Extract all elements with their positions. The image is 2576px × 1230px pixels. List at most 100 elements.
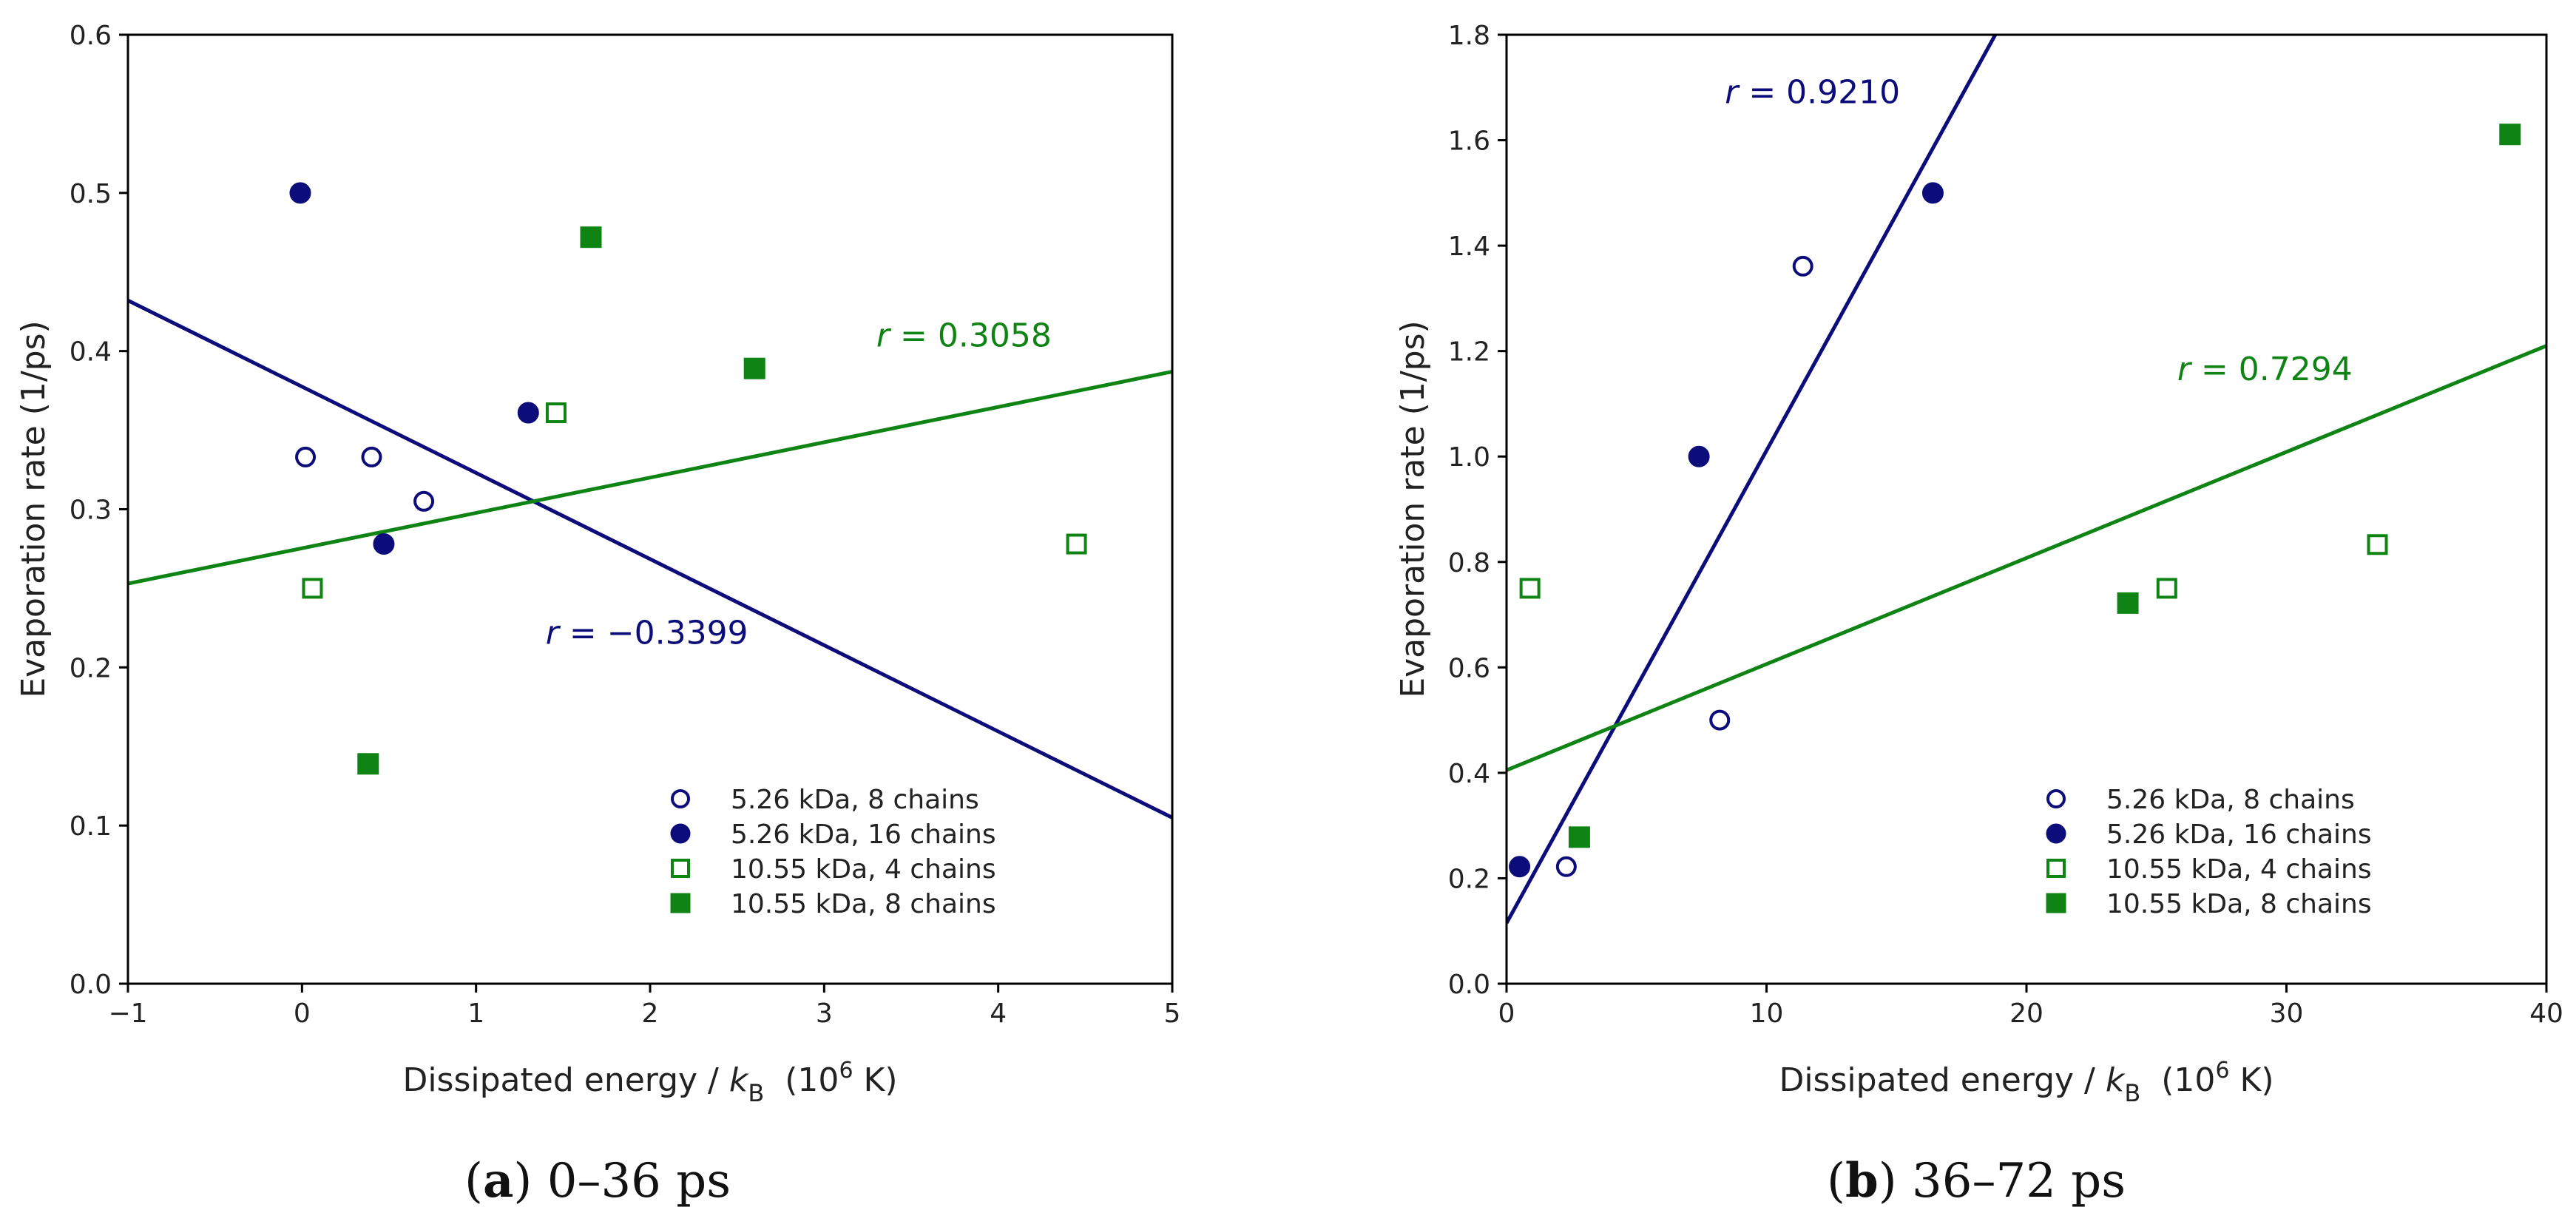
panel-a-caption-close: )	[513, 1154, 547, 1209]
panel-a-marker-s1-p1	[373, 533, 395, 555]
panel-a-x-axis-label-superscript: 6	[839, 1058, 853, 1084]
panel-a-marker-s3-p2	[743, 357, 765, 379]
panel-b-xtick-label-4: 40	[2529, 998, 2563, 1029]
panel-a-xtick-label-0: −1	[108, 998, 147, 1029]
panel-a-marker-s2-p2	[1066, 533, 1087, 555]
panel-a-xtick-label-5: 4	[990, 998, 1007, 1029]
panel-a-legend-label-1: 5.26 kDa, 16 chains	[731, 820, 996, 850]
panel-b-marker-s1-p1	[1688, 445, 1710, 467]
panel-a-fit-label-0: r = −0.3399	[546, 614, 748, 652]
panel-a-marker-s0-p1	[361, 446, 382, 467]
panel-a-marker-s1-p0	[289, 182, 311, 204]
panel-a-marker-s2-p1	[545, 402, 567, 424]
panel-b-x-axis-label: Dissipated energy / kB (106 K)	[1779, 1058, 2274, 1107]
panel-b-ytick-label-6: 1.2	[1448, 337, 1490, 368]
panel-b-legend-label-0: 5.26 kDa, 8 chains	[2106, 785, 2355, 815]
panel-a-x-axis-label-unit-end: K)	[853, 1061, 898, 1099]
panel-b-legend-label-2: 10.55 kDa, 4 chains	[2106, 854, 2372, 885]
panel-a-fit-label-value-1: = 0.3058	[890, 317, 1052, 354]
panel-a-xtick-label-2: 1	[467, 998, 484, 1029]
panel-a-xtick-label-1: 0	[294, 998, 311, 1029]
panel-a-marker-s3-p0	[357, 753, 379, 775]
panel-b-marker-s2-p0	[1519, 578, 1541, 599]
panel-a-x-axis-label-main: Dissipated energy /	[402, 1061, 728, 1099]
panel-b-fit-line-0	[1507, 35, 1998, 925]
panel-b-fit-label-0: r = 0.9210	[1725, 74, 1900, 112]
panel-a-fit-label-r-1: r	[876, 317, 892, 354]
panel-b-caption: (b) 36–72 ps	[1827, 1153, 2126, 1209]
panel-b-ytick-label-5: 1.0	[1448, 442, 1490, 473]
panel-b-marker-s1-p0	[1509, 856, 1531, 878]
panel-a-legend-label-2: 10.55 kDa, 4 chains	[731, 854, 996, 885]
panel-b-plot-frame	[1505, 33, 2548, 985]
panel-b-fit-label-value-0: = 0.9210	[1738, 74, 1900, 112]
panel-b-legend-label-3: 10.55 kDa, 8 chains	[2106, 889, 2372, 919]
panel-a-caption-letter: a	[483, 1153, 513, 1209]
panel-b-marker-s2-p2	[2367, 534, 2388, 555]
panel-b-x-axis-label-symbol: k	[2106, 1061, 2126, 1099]
panel-b-ytick-label-8: 1.6	[1448, 126, 1490, 157]
panel-b-fit-label-1: r = 0.7294	[2177, 351, 2353, 388]
panel-a-xtick-label-4: 3	[816, 998, 833, 1029]
panel-a-plot-frame	[126, 33, 1174, 985]
panel-b-ytick-label-2: 0.4	[1448, 759, 1490, 789]
panel-a-x-axis-label-symbol: k	[729, 1061, 749, 1099]
panel-b-xtick-label-2: 20	[2009, 998, 2043, 1029]
panel-a-fit-line-0	[128, 298, 1172, 820]
panel-a-ytick-label-0: 0.0	[70, 970, 112, 1000]
panel-b-x-axis-label-subscript: B	[2124, 1079, 2140, 1107]
panel-a-x-axis-label: Dissipated energy / kB (106 K)	[402, 1058, 897, 1107]
panel-a-marker-s3-p1	[580, 226, 602, 249]
panel-a-fit-label-value-0: = −0.3399	[559, 614, 748, 652]
panel-b-caption-text: 36–72 ps	[1912, 1154, 2126, 1209]
panel-b-xtick-label-0: 0	[1498, 998, 1515, 1029]
panel-a-legend-marker-2	[671, 859, 690, 878]
panel-b-marker-s3-p2	[2499, 124, 2521, 146]
panel-a-marker-s2-p0	[302, 578, 323, 599]
panel-a-ytick-label-4: 0.4	[70, 337, 112, 368]
panel-b-ytick-label-4: 0.8	[1448, 548, 1490, 578]
panel-b-caption-open: (	[1827, 1154, 1845, 1209]
panel-b-caption-letter: b	[1845, 1153, 1879, 1209]
panel-a-marker-s0-p0	[295, 446, 317, 467]
panel-b-legend-marker-1	[2046, 823, 2066, 844]
panel-a-marker-s1-p2	[517, 402, 539, 424]
panel-b-fit-label-r-1: r	[2177, 351, 2193, 388]
panel-a-ytick-label-5: 0.5	[70, 179, 112, 209]
panel-b-legend-marker-0	[2046, 789, 2066, 808]
panel-b-marker-s0-p1	[1709, 709, 1731, 731]
panel-b-xtick-label-1: 10	[1750, 998, 1784, 1029]
panel-a-marker-s0-p2	[413, 490, 435, 512]
panel-b-xtick-label-3: 30	[2270, 998, 2304, 1029]
panel-b-legend-marker-2	[2046, 859, 2066, 878]
panel-a-legend-marker-0	[671, 789, 690, 808]
panel-a-ytick-label-3: 0.3	[70, 496, 112, 526]
panel-a-caption-open: (	[464, 1154, 483, 1209]
panel-a-fit-label-r-0: r	[546, 614, 561, 652]
panel-a-legend-marker-3	[670, 893, 691, 913]
panel-a-y-axis-label: Evaporation rate (1/ps)	[15, 320, 53, 697]
panel-b-ytick-label-0: 0.0	[1448, 970, 1490, 1000]
panel-b-x-axis-label-unit: (10	[2140, 1061, 2215, 1099]
panel-b-fit-line-1	[1507, 344, 2546, 772]
panel-b-ytick-label-9: 1.8	[1448, 21, 1490, 51]
panel-b-fit-label-value-1: = 0.7294	[2191, 351, 2353, 388]
panel-a-ytick-label-2: 0.2	[70, 653, 112, 683]
panel-a-xtick-label-3: 2	[642, 998, 659, 1029]
panel-a-caption: (a) 0–36 ps	[464, 1153, 731, 1209]
panel-b-legend-label-1: 5.26 kDa, 16 chains	[2106, 820, 2372, 850]
panel-b-marker-s3-p1	[2117, 592, 2139, 614]
panel-a-legend-label-3: 10.55 kDa, 8 chains	[731, 889, 996, 919]
panel-b-marker-s3-p0	[1568, 826, 1590, 848]
panel-b-x-axis-label-main: Dissipated energy /	[1779, 1061, 2105, 1099]
panel-a-legend-label-0: 5.26 kDa, 8 chains	[731, 785, 979, 815]
panel-a-caption-text: 0–36 ps	[547, 1154, 731, 1209]
panel-b-fit-label-r-0: r	[1725, 74, 1740, 112]
panel-a-fit-label-1: r = 0.3058	[876, 317, 1052, 354]
panel-b-ytick-label-3: 0.6	[1448, 653, 1490, 683]
panel-a-x-axis-label-subscript: B	[748, 1079, 764, 1107]
panel-a-x-axis-label-unit: (10	[764, 1061, 839, 1099]
panel-a-legend-marker-1	[670, 823, 691, 844]
